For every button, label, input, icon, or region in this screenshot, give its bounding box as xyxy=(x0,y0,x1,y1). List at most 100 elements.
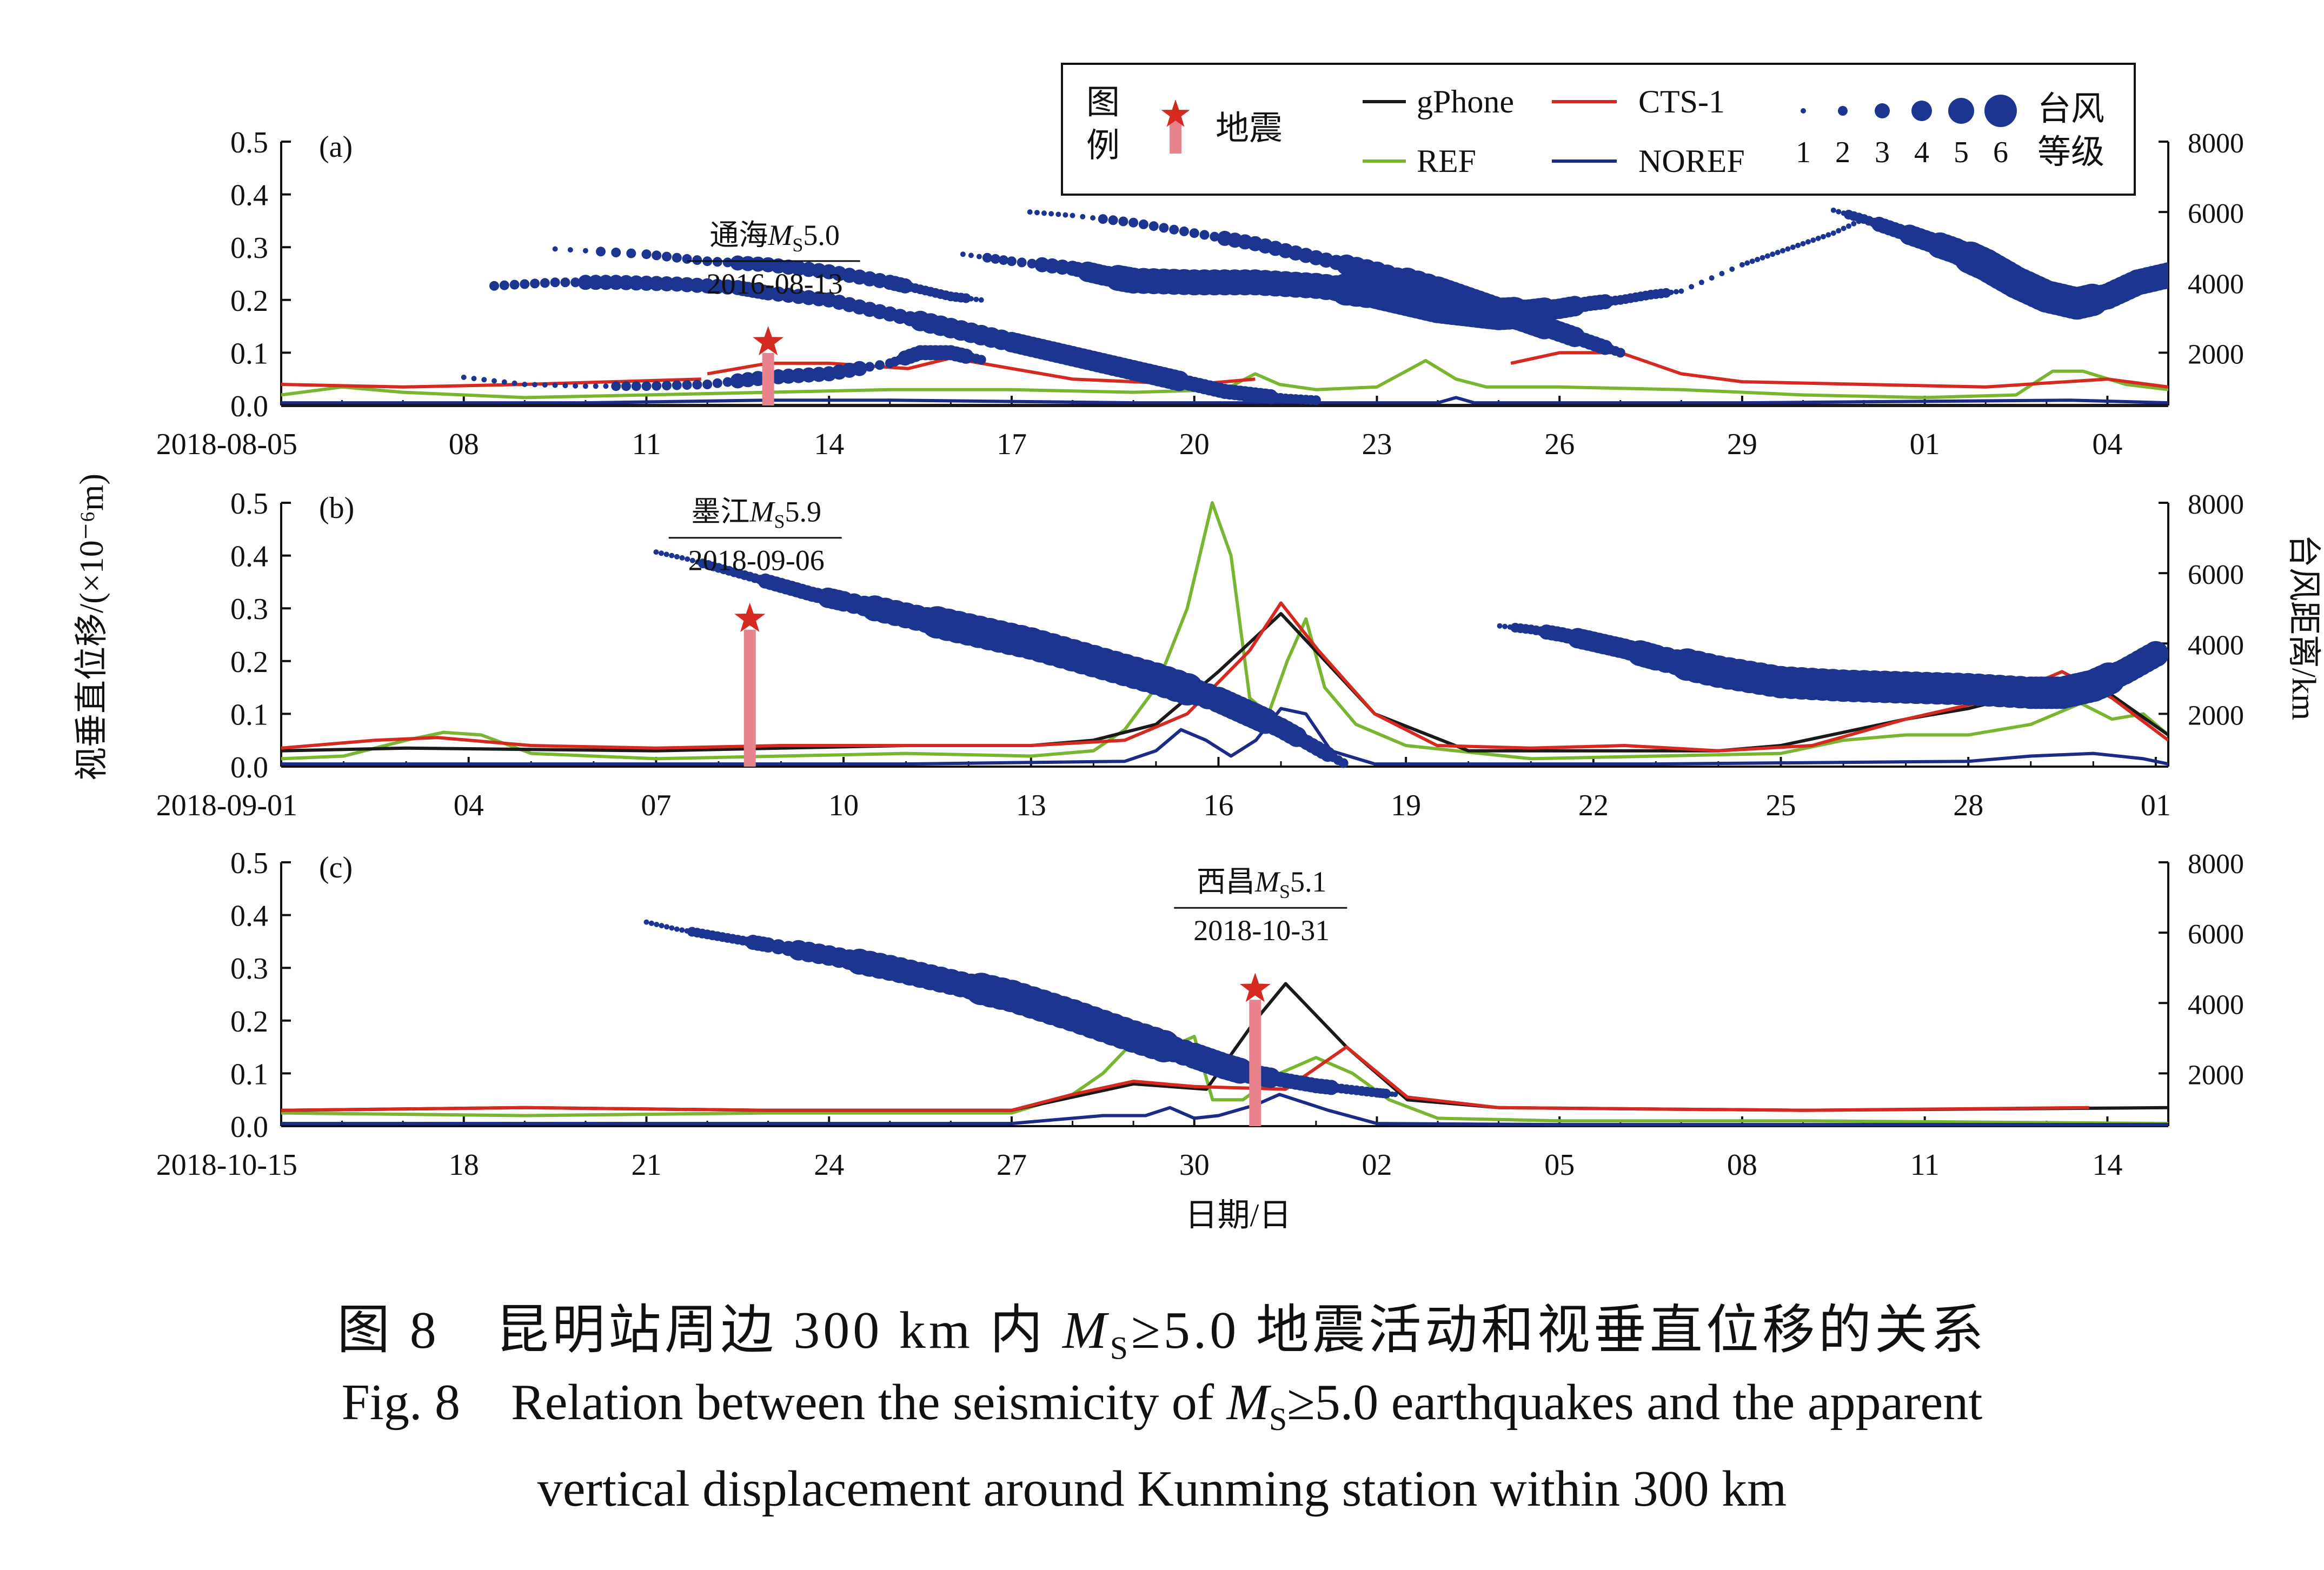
earthquake-label: 西昌MS5.1 xyxy=(1197,866,1327,902)
typhoon-point xyxy=(1846,223,1851,229)
series-cts1 xyxy=(281,1045,2089,1112)
typhoon-point xyxy=(481,377,487,383)
typhoon-point xyxy=(552,382,558,388)
typhoon-point xyxy=(1775,250,1781,255)
typhoon-point xyxy=(1661,288,1671,298)
typhoon-point xyxy=(2142,641,2168,667)
typhoon-point xyxy=(722,377,733,387)
typhoon-point xyxy=(1836,209,1842,215)
typhoon-point xyxy=(501,379,507,385)
y-tick-label: 0.3 xyxy=(230,231,268,265)
typhoon-point xyxy=(852,361,867,376)
series-cts1 xyxy=(281,601,2168,753)
typhoon-tracks xyxy=(653,549,2168,768)
typhoon-point xyxy=(669,925,675,931)
y2-tick-label: 4000 xyxy=(2188,269,2244,300)
legend-title-2: 例 xyxy=(1086,128,1120,164)
typhoon-point xyxy=(461,374,467,380)
typhoon-point xyxy=(1070,212,1075,218)
typhoon-point xyxy=(621,381,631,391)
caption-cn-ms-sub: S xyxy=(1110,1330,1131,1366)
series-cts1-segment xyxy=(1510,351,2168,389)
typhoon-point xyxy=(573,383,579,389)
typhoon-point xyxy=(1392,1092,1398,1097)
y-tick-label: 0.1 xyxy=(230,337,268,370)
typhoon-point xyxy=(1805,239,1811,245)
typhoon-point xyxy=(1210,231,1220,242)
typhoon-point xyxy=(662,381,672,391)
typhoon-point xyxy=(1055,211,1061,217)
typhoon-point xyxy=(702,380,713,389)
earthquake-star-icon xyxy=(753,325,784,356)
x-tick-label: 18 xyxy=(449,1148,479,1182)
x-tick-label: 28 xyxy=(1953,789,1983,822)
typhoon-point xyxy=(1830,207,1836,213)
legend-title-1: 图 xyxy=(1086,84,1120,121)
typhoon-point xyxy=(1764,253,1770,259)
earthquake-label: 通海MS5.0 xyxy=(709,219,840,256)
typhoon-point xyxy=(1502,623,1508,629)
typhoon-point xyxy=(662,251,672,262)
typhoon-point xyxy=(1729,266,1735,272)
x-tick-label: 11 xyxy=(632,428,661,461)
x-tick-label: 07 xyxy=(641,789,671,822)
series-noref xyxy=(281,396,2168,405)
typhoon-point xyxy=(654,922,660,927)
typhoon-point xyxy=(1027,258,1037,269)
typhoon-point xyxy=(1821,234,1826,240)
earthquake-label: 墨江MS5.9 xyxy=(691,496,821,533)
typhoon-point xyxy=(669,553,675,558)
y2-tick-label: 8000 xyxy=(2188,128,2244,159)
typhoon-point xyxy=(1199,230,1210,240)
figure: 0.0 0.1 0.2 0.3 0.4 0.5 2000 4000 6000 8000 2018-0… xyxy=(74,63,2322,1233)
typhoon-point xyxy=(682,254,692,264)
panel-2: 0.0 0.1 0.2 0.3 0.4 0.5 2000 4000 6000 8000 2018-0… xyxy=(156,487,2244,822)
typhoon-point xyxy=(875,360,885,370)
typhoon-point xyxy=(999,255,1008,265)
typhoon-point xyxy=(679,927,685,933)
earthquake-date: 2018-09-06 xyxy=(688,544,825,577)
caption-english-line1: Fig. 8 Relation between the seismicity o… xyxy=(0,1373,2324,1438)
caption-en-ms: M xyxy=(1226,1374,1269,1431)
typhoon-point xyxy=(1755,257,1761,262)
y-tick-label: 0.5 xyxy=(230,487,268,521)
y-axis-label: 视垂直位移/(×10⁻⁶m) xyxy=(74,474,110,781)
legend-level-dot xyxy=(1984,95,2017,127)
x-tick-label: 05 xyxy=(1544,1148,1575,1182)
x-tick-label: 04 xyxy=(2092,428,2122,461)
typhoon-point xyxy=(960,251,966,257)
legend-level-label: 5 xyxy=(1954,136,1969,169)
series-gphone xyxy=(281,612,2168,753)
legend-level-label: 6 xyxy=(1993,136,2008,169)
series-gphone xyxy=(281,982,2168,1112)
typhoon-point xyxy=(692,380,702,390)
typhoon-point xyxy=(982,252,992,263)
typhoon-point xyxy=(973,296,979,302)
x-tick-label: 14 xyxy=(814,428,844,461)
earthquake-bar xyxy=(1249,1000,1261,1126)
typhoon-point xyxy=(978,297,984,303)
y2-tick-label: 6000 xyxy=(2188,198,2244,229)
typhoon-point xyxy=(976,254,982,260)
y-tick-label: 0.4 xyxy=(230,900,268,933)
typhoon-point xyxy=(1851,221,1857,227)
typhoon-tracks xyxy=(461,207,2168,405)
y2-axis-label: 台风距离/km xyxy=(2285,534,2322,720)
typhoon-point xyxy=(1148,221,1159,231)
x-tick-label: 2018-10-15 xyxy=(156,1148,297,1182)
typhoon-point xyxy=(643,919,649,925)
typhoon-point xyxy=(1108,215,1118,225)
caption-cn-ms: M xyxy=(1062,1301,1110,1360)
typhoon-point xyxy=(648,920,654,926)
typhoon-point xyxy=(552,246,558,252)
typhoon-point xyxy=(1780,248,1785,254)
typhoon-point xyxy=(611,248,621,257)
x-tick-label: 04 xyxy=(454,789,484,822)
typhoon-point xyxy=(722,257,733,268)
y2-tick-label: 8000 xyxy=(2188,849,2244,880)
typhoon-point xyxy=(1034,210,1040,216)
typhoon-point xyxy=(489,281,499,291)
typhoon-point xyxy=(689,557,695,563)
x-tick-label: 11 xyxy=(1910,1148,1940,1182)
